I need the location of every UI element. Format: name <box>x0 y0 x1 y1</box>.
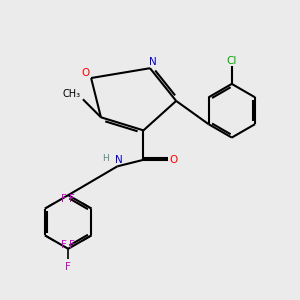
Text: Cl: Cl <box>226 56 237 66</box>
Text: F: F <box>69 240 75 250</box>
Text: F: F <box>69 194 75 204</box>
Text: CH₃: CH₃ <box>62 89 80 99</box>
Text: F: F <box>61 194 67 204</box>
Text: H: H <box>103 154 109 163</box>
Text: O: O <box>81 68 89 78</box>
Text: O: O <box>170 155 178 165</box>
Text: F: F <box>65 262 71 272</box>
Text: N: N <box>115 155 123 165</box>
Text: N: N <box>149 57 157 67</box>
Text: F: F <box>61 240 67 250</box>
